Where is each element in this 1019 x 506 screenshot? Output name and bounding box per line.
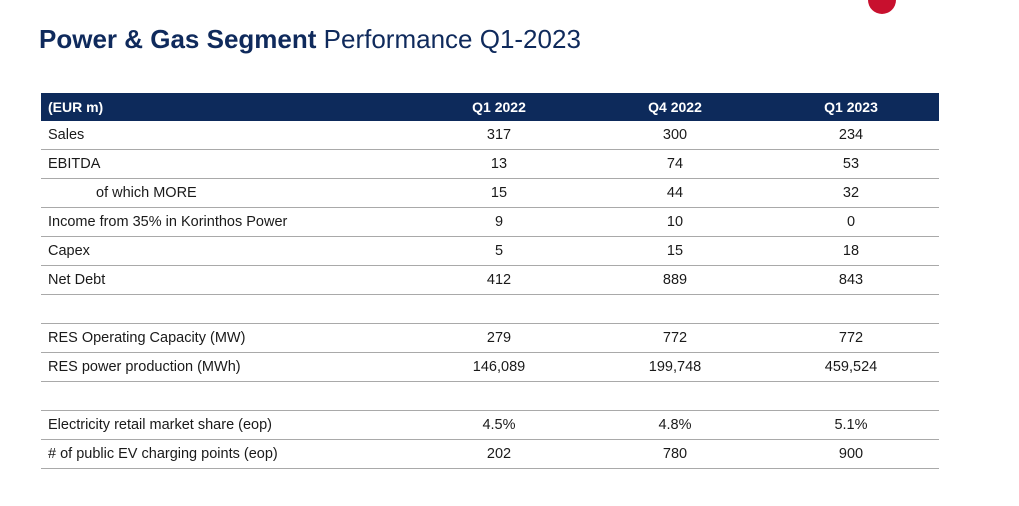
row-value: 53	[763, 149, 939, 179]
row-label: Electricity retail market share (eop)	[41, 410, 411, 440]
row-label: Sales	[41, 121, 411, 150]
row-value: 10	[587, 207, 763, 237]
row-value: 74	[587, 149, 763, 179]
row-value: 772	[763, 323, 939, 353]
row-value: 889	[587, 265, 763, 295]
table-row: of which MORE 15 44 32	[41, 178, 939, 208]
table-row: # of public EV charging points (eop) 202 7…	[41, 439, 939, 469]
table-row: EBITDA 13 74 53	[41, 149, 939, 179]
logo-mark	[868, 0, 896, 14]
table-row: Net Debt 412 889 843	[41, 265, 939, 295]
header-unit: (EUR m)	[41, 93, 411, 121]
row-value: 5.1%	[763, 410, 939, 440]
row-label: EBITDA	[41, 149, 411, 179]
row-value: 900	[763, 439, 939, 469]
page-title: Power & Gas Segment Performance Q1-2023	[39, 24, 581, 55]
performance-table: (EUR m) Q1 2022 Q4 2022 Q1 2023 Sales 317…	[41, 93, 939, 469]
spacer-cell	[763, 381, 939, 411]
table-row: Sales 317 300 234	[41, 121, 939, 150]
table-spacer-row	[41, 294, 939, 324]
row-value: 459,524	[763, 352, 939, 382]
row-value: 5	[411, 236, 587, 266]
row-value: 15	[411, 178, 587, 208]
row-label: RES power production (MWh)	[41, 352, 411, 382]
table-body: Sales 317 300 234 EBITDA 13 74 53 of which MORE 1…	[41, 121, 939, 469]
page-title-light: Performance Q1-2023	[323, 24, 581, 54]
row-value: 234	[763, 121, 939, 150]
table-row: Income from 35% in Korinthos Power 9 10 0	[41, 207, 939, 237]
header-q4-2022: Q4 2022	[587, 93, 763, 121]
table-row: Electricity retail market share (eop) 4.5…	[41, 410, 939, 440]
row-value: 772	[587, 323, 763, 353]
table-row: RES Operating Capacity (MW) 279 772 772	[41, 323, 939, 353]
page-title-bold: Power & Gas Segment	[39, 24, 317, 54]
row-label: Capex	[41, 236, 411, 266]
spacer-cell	[41, 381, 411, 411]
row-value: 0	[763, 207, 939, 237]
row-value: 32	[763, 178, 939, 208]
row-value: 44	[587, 178, 763, 208]
row-value: 843	[763, 265, 939, 295]
row-value: 4.8%	[587, 410, 763, 440]
row-label: Net Debt	[41, 265, 411, 295]
row-value: 15	[587, 236, 763, 266]
row-label: # of public EV charging points (eop)	[41, 439, 411, 469]
row-value: 300	[587, 121, 763, 150]
row-value: 18	[763, 236, 939, 266]
spacer-cell	[587, 294, 763, 324]
row-value: 780	[587, 439, 763, 469]
row-value: 412	[411, 265, 587, 295]
spacer-cell	[587, 381, 763, 411]
spacer-cell	[41, 294, 411, 324]
table-row: RES power production (MWh) 146,089 199,748…	[41, 352, 939, 382]
row-value: 146,089	[411, 352, 587, 382]
row-label: Income from 35% in Korinthos Power	[41, 207, 411, 237]
row-value: 9	[411, 207, 587, 237]
row-label: of which MORE	[41, 178, 411, 208]
row-value: 4.5%	[411, 410, 587, 440]
header-q1-2023: Q1 2023	[763, 93, 939, 121]
spacer-cell	[763, 294, 939, 324]
row-value: 202	[411, 439, 587, 469]
spacer-cell	[411, 381, 587, 411]
table-header-row: (EUR m) Q1 2022 Q4 2022 Q1 2023	[41, 93, 939, 121]
header-q1-2022: Q1 2022	[411, 93, 587, 121]
row-value: 317	[411, 121, 587, 150]
row-value: 13	[411, 149, 587, 179]
table-spacer-row	[41, 381, 939, 411]
row-label: RES Operating Capacity (MW)	[41, 323, 411, 353]
spacer-cell	[411, 294, 587, 324]
row-value: 279	[411, 323, 587, 353]
table-row: Capex 5 15 18	[41, 236, 939, 266]
row-value: 199,748	[587, 352, 763, 382]
